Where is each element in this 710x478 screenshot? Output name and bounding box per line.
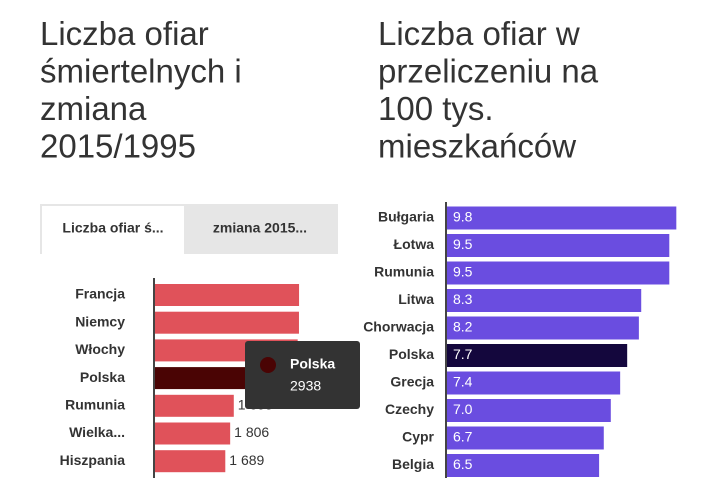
chart-title: 2015/1995 [40,128,196,165]
bar [155,394,234,417]
tooltip-box [245,341,360,409]
active-tab[interactable] [42,206,184,254]
value-label: 9.5 [453,264,473,280]
category-label: Francja [75,286,125,302]
value-label: 6.5 [453,456,473,472]
category-label: Wielka... [69,424,125,440]
chart-title: 100 tys. [378,90,494,127]
bar [155,450,226,473]
bar [155,311,299,334]
value-label: 7.0 [453,401,473,417]
value-label: 9.5 [453,236,473,252]
category-label: Chorwacja [363,319,434,335]
category-label: Belgia [392,456,434,472]
bar [447,261,670,285]
value-label: 1 689 [229,452,264,468]
category-label: Grecja [390,374,434,390]
bar [447,206,677,230]
tooltip-title: Polska [290,356,335,372]
value-label: 1 806 [234,424,269,440]
bar [447,399,611,422]
category-label: Łotwa [394,236,435,252]
category-label: Hiszpania [60,452,126,468]
bar [447,316,639,340]
tooltip-value: 2938 [290,378,321,394]
value-label: 7.7 [453,346,473,362]
chart-title: zmiana [40,90,147,127]
tab[interactable]: Liczba ofiar ś... [62,220,163,236]
category-label: Bułgaria [378,209,434,225]
bar [447,234,670,257]
bar [447,426,604,450]
value-label: 6.7 [453,429,473,445]
tooltip-swatch [260,357,276,373]
category-label: Czechy [385,401,434,417]
category-label: Polska [389,346,434,362]
category-label: Cypr [402,429,434,445]
chart-title: mieszkańców [378,128,576,165]
chart-title: śmiertelnych i [40,53,242,90]
bar [155,284,300,306]
tooltip: Polska 2938 [245,341,360,409]
bar [447,344,628,367]
category-label: Polska [80,369,125,385]
bar [447,371,621,395]
value-label: 7.4 [453,374,473,390]
value-label: 9.8 [453,209,473,225]
bar [155,422,231,445]
category-label: Niemcy [75,313,125,329]
category-label: Litwa [398,291,434,307]
value-label: 8.3 [453,291,473,307]
chart-title: przeliczeniu na [378,53,599,90]
category-label: Rumunia [65,397,125,413]
category-label: Rumunia [374,264,434,280]
value-label: 8.2 [453,319,473,335]
chart-title: Liczba ofiar [40,15,209,52]
chart-title: Liczba ofiar w [378,15,580,52]
category-label: Włochy [75,341,125,357]
tab[interactable]: zmiana 2015... [213,220,307,236]
bar [447,454,600,477]
bar [447,289,642,312]
